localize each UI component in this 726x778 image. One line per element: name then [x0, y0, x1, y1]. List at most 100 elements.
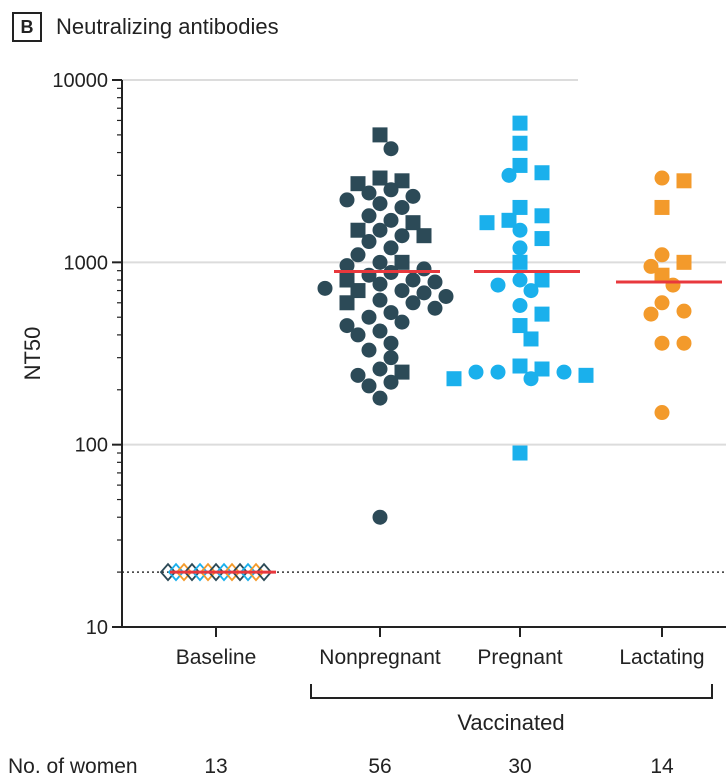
- data-point-square: [654, 267, 670, 283]
- data-point-square: [372, 170, 388, 186]
- baseline-diamond-point: [231, 562, 249, 582]
- data-point-square: [512, 135, 528, 151]
- data-point-circle: [438, 288, 454, 304]
- data-point-circle: [523, 371, 539, 387]
- data-point-circle: [350, 367, 366, 383]
- data-point-circle: [372, 222, 388, 238]
- data-point-circle: [501, 167, 517, 183]
- data-point-circle: [383, 182, 399, 198]
- baseline-diamond-point: [167, 562, 185, 582]
- data-point-square: [676, 254, 692, 270]
- data-point-circle: [361, 208, 377, 224]
- data-point-circle: [676, 335, 692, 351]
- data-point-circle: [372, 323, 388, 339]
- x-tick-label: Nonpregnant: [319, 646, 441, 669]
- counts-label: No. of women: [8, 755, 138, 778]
- count-value: 56: [368, 755, 391, 778]
- data-point-square: [534, 165, 550, 181]
- baseline-diamond-point: [255, 562, 273, 582]
- baseline-diamond-point: [239, 562, 257, 582]
- y-tick-label: 1000: [64, 252, 109, 274]
- x-tick-label: Lactating: [619, 646, 704, 669]
- data-point-square: [512, 199, 528, 215]
- data-point-circle: [665, 277, 681, 293]
- data-point-square: [339, 295, 355, 311]
- baseline-diamond-point: [175, 562, 193, 582]
- data-point-circle: [405, 272, 421, 288]
- data-point-square: [654, 199, 670, 215]
- baseline-diamond-point: [215, 562, 233, 582]
- data-point-circle: [372, 196, 388, 212]
- data-point-circle: [317, 280, 333, 296]
- data-point-circle: [372, 361, 388, 377]
- data-point-square: [676, 173, 692, 189]
- y-tick-label: 10: [86, 617, 108, 639]
- data-point-square: [512, 445, 528, 461]
- data-point-circle: [361, 309, 377, 325]
- data-point-square: [394, 173, 410, 189]
- baseline-diamond-point: [159, 562, 177, 582]
- data-point-circle: [512, 222, 528, 238]
- data-point-circle: [643, 306, 659, 322]
- data-point-square: [372, 127, 388, 143]
- data-point-square: [534, 208, 550, 224]
- data-point-circle: [383, 240, 399, 256]
- data-point-square: [534, 231, 550, 247]
- data-point-square: [512, 358, 528, 374]
- data-point-square: [394, 364, 410, 380]
- data-point-circle: [372, 292, 388, 308]
- data-point-square: [501, 212, 517, 228]
- data-point-circle: [523, 283, 539, 299]
- data-point-circle: [350, 247, 366, 263]
- panel-header: B Neutralizing antibodies: [12, 10, 279, 44]
- data-point-circle: [416, 285, 432, 301]
- data-point-circle: [372, 390, 388, 406]
- baseline-diamond-point: [207, 562, 225, 582]
- y-tick-label: 100: [75, 435, 108, 457]
- data-point-square: [446, 371, 462, 387]
- data-point-circle: [361, 342, 377, 358]
- y-tick-label: 10000: [52, 70, 108, 92]
- data-point-square: [512, 318, 528, 334]
- data-point-circle: [427, 274, 443, 290]
- data-point-circle: [339, 318, 355, 334]
- baseline-diamond-point: [191, 562, 209, 582]
- data-point-square: [405, 215, 421, 231]
- count-value: 30: [508, 755, 531, 778]
- data-point-circle: [383, 335, 399, 351]
- data-point-square: [350, 176, 366, 192]
- data-point-square: [512, 157, 528, 173]
- data-point-circle: [416, 261, 432, 277]
- data-point-square: [394, 254, 410, 270]
- data-point-square: [523, 331, 539, 347]
- data-point-circle: [468, 364, 484, 380]
- data-point-circle: [339, 192, 355, 208]
- data-point-circle: [512, 240, 528, 256]
- data-point-circle: [383, 350, 399, 366]
- data-point-circle: [654, 170, 670, 186]
- data-point-circle: [394, 314, 410, 330]
- data-point-circle: [427, 300, 443, 316]
- panel-letter: B: [12, 12, 42, 42]
- data-point-circle: [654, 335, 670, 351]
- vaccinated-group-label: Vaccinated: [457, 710, 564, 735]
- count-value: 14: [650, 755, 674, 778]
- vaccinated-bracket: [310, 684, 713, 699]
- data-point-circle: [654, 247, 670, 263]
- data-point-circle: [372, 254, 388, 270]
- data-point-circle: [350, 327, 366, 343]
- baseline-diamond-point: [223, 562, 241, 582]
- data-point-circle: [654, 295, 670, 311]
- baseline-diamond-point: [199, 562, 217, 582]
- data-point-circle: [512, 272, 528, 288]
- x-tick-label: Baseline: [176, 646, 257, 669]
- data-point-square: [512, 254, 528, 270]
- data-point-square: [479, 215, 495, 231]
- data-point-circle: [383, 374, 399, 390]
- y-axis-label: NT50: [20, 327, 45, 381]
- data-point-circle: [512, 297, 528, 313]
- data-point-circle: [361, 185, 377, 201]
- data-point-square: [350, 283, 366, 299]
- data-point-square: [534, 306, 550, 322]
